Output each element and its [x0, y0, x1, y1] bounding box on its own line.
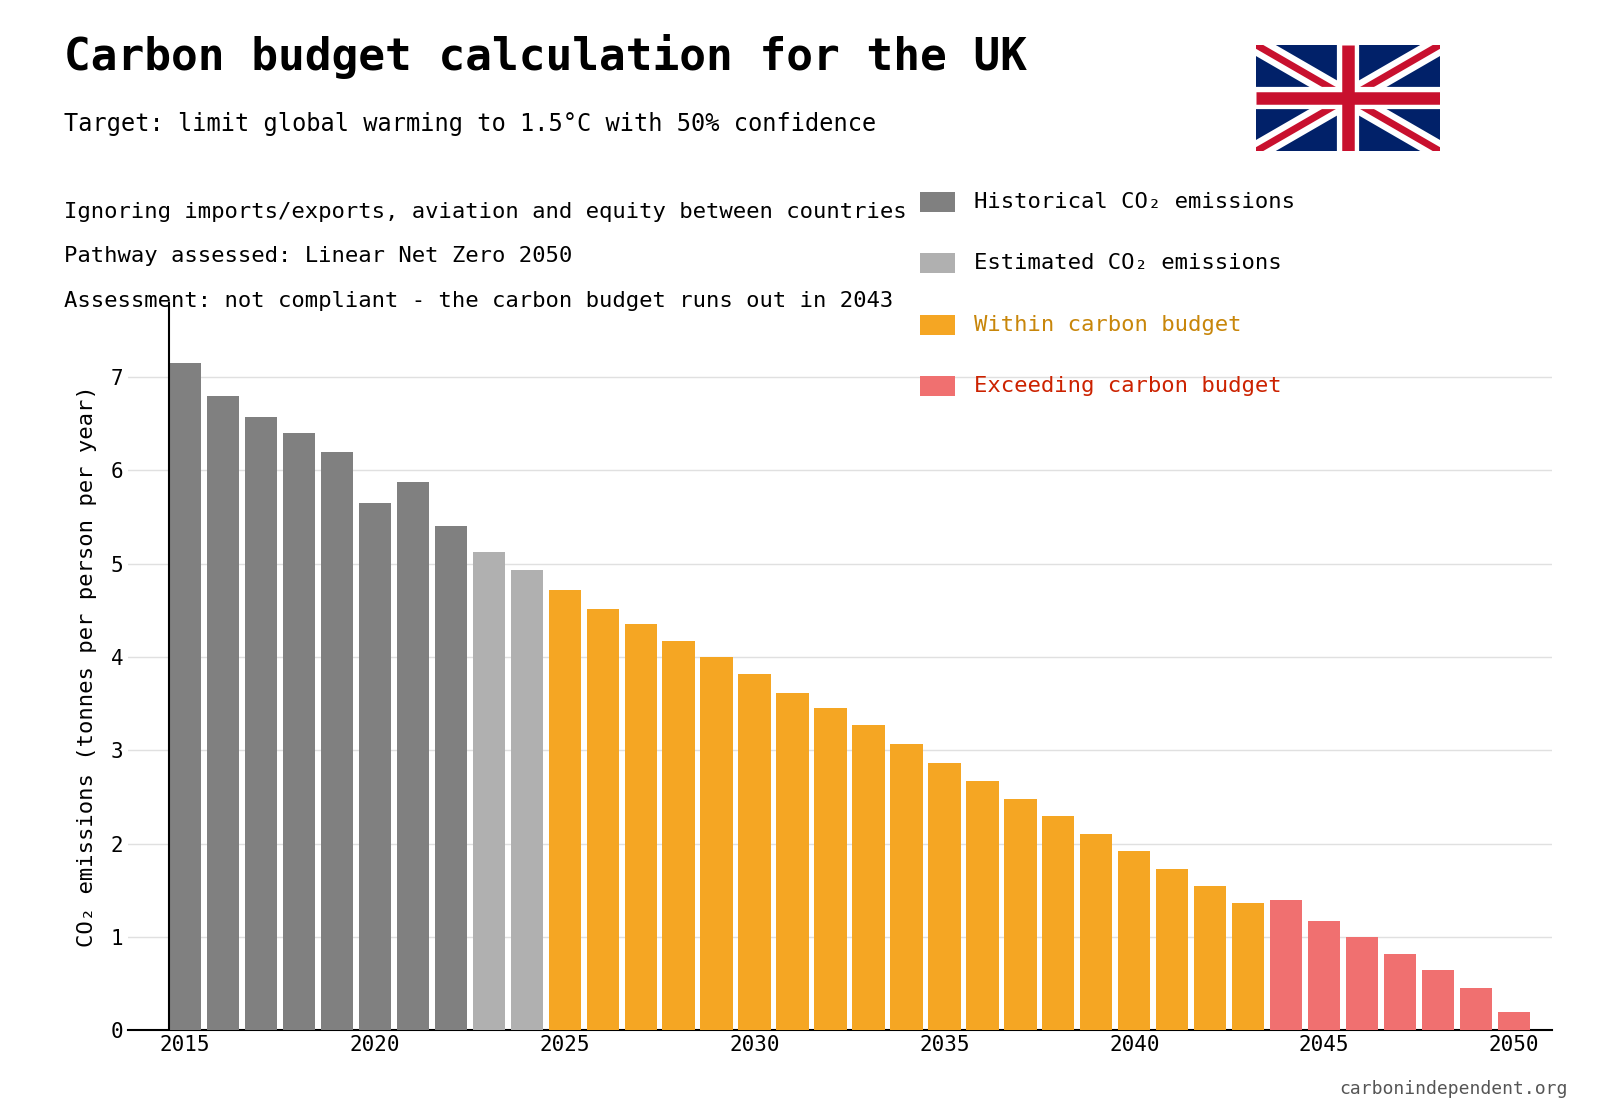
Bar: [1232, 903, 1264, 1030]
Bar: [587, 608, 619, 1030]
Bar: [549, 590, 581, 1030]
Bar: [510, 570, 542, 1030]
Bar: [1194, 886, 1226, 1030]
Bar: [1005, 799, 1037, 1030]
Bar: [853, 726, 885, 1030]
Text: Estimated CO₂ emissions: Estimated CO₂ emissions: [974, 253, 1282, 273]
Text: carbonindependent.org: carbonindependent.org: [1339, 1080, 1568, 1098]
Bar: [170, 363, 202, 1030]
Bar: [1118, 851, 1150, 1030]
Bar: [397, 482, 429, 1030]
Bar: [435, 526, 467, 1030]
Bar: [1498, 1011, 1530, 1030]
Text: Exceeding carbon budget: Exceeding carbon budget: [974, 376, 1282, 396]
Bar: [814, 708, 846, 1030]
Bar: [245, 417, 277, 1030]
Bar: [624, 625, 656, 1030]
Text: Within carbon budget: Within carbon budget: [974, 315, 1242, 335]
Text: Ignoring imports/exports, aviation and equity between countries: Ignoring imports/exports, aviation and e…: [64, 202, 907, 222]
Bar: [1042, 815, 1075, 1030]
Text: Assessment: not compliant - the carbon budget runs out in 2043: Assessment: not compliant - the carbon b…: [64, 291, 893, 311]
Bar: [206, 395, 238, 1030]
Bar: [1270, 899, 1302, 1030]
Bar: [472, 551, 506, 1030]
Bar: [1309, 921, 1341, 1030]
Bar: [739, 674, 771, 1030]
Text: Carbon budget calculation for the UK: Carbon budget calculation for the UK: [64, 34, 1027, 78]
Bar: [1346, 937, 1378, 1030]
Y-axis label: CO₂ emissions (tonnes per person per year): CO₂ emissions (tonnes per person per yea…: [77, 385, 96, 948]
Bar: [1080, 834, 1112, 1030]
Text: Historical CO₂ emissions: Historical CO₂ emissions: [974, 192, 1296, 212]
Bar: [1459, 989, 1493, 1030]
Bar: [928, 763, 960, 1030]
Bar: [966, 782, 998, 1030]
Bar: [1422, 970, 1454, 1030]
Bar: [358, 503, 390, 1030]
Bar: [776, 692, 808, 1030]
Bar: [1157, 869, 1189, 1030]
Bar: [662, 641, 694, 1030]
Bar: [701, 657, 733, 1030]
Bar: [320, 451, 354, 1030]
Text: Target: limit global warming to 1.5°C with 50% confidence: Target: limit global warming to 1.5°C wi…: [64, 112, 877, 136]
Bar: [890, 744, 923, 1030]
Bar: [1384, 954, 1416, 1030]
Text: Pathway assessed: Linear Net Zero 2050: Pathway assessed: Linear Net Zero 2050: [64, 246, 573, 267]
Bar: [283, 433, 315, 1030]
